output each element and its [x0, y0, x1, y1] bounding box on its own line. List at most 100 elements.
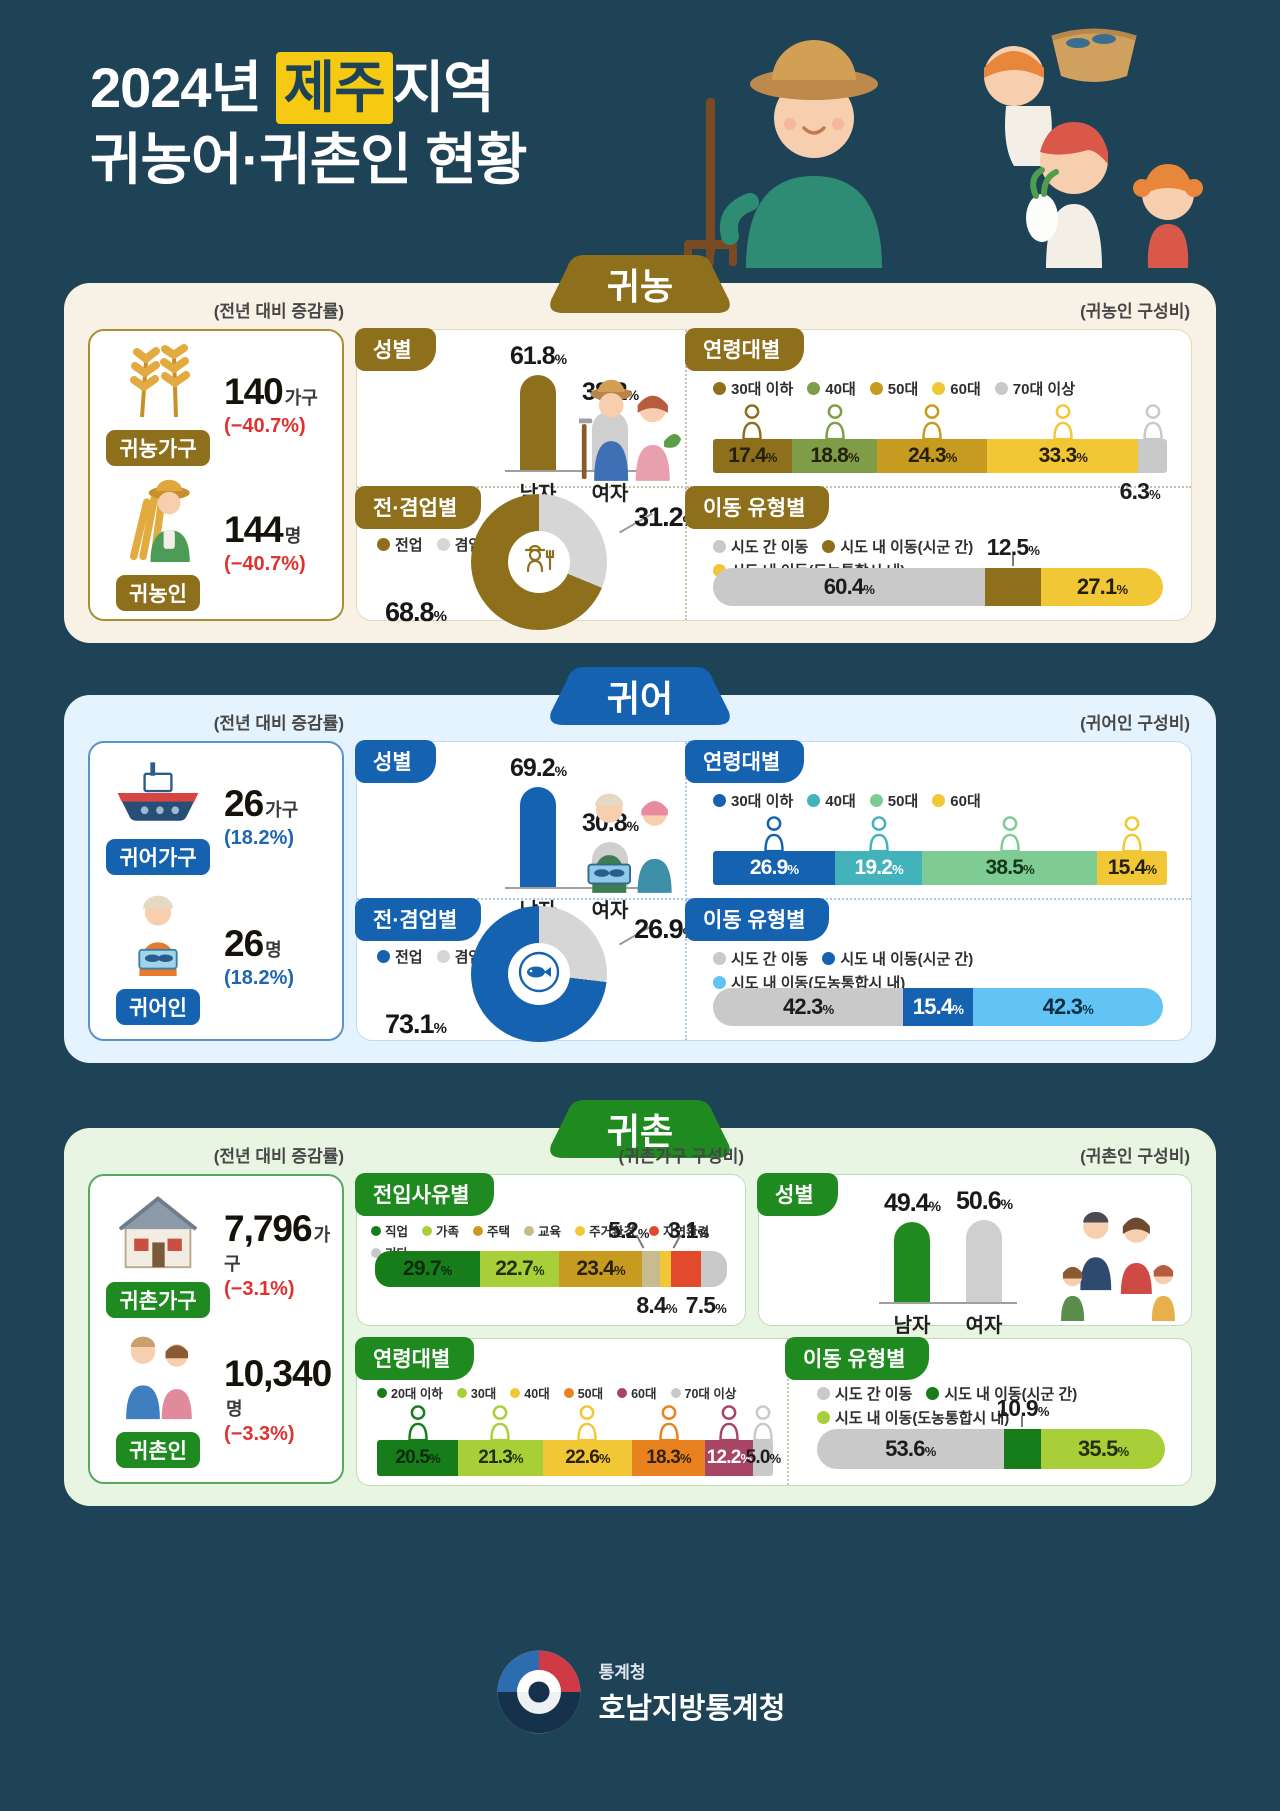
villagers-icon	[113, 1331, 203, 1426]
stat-value: 140 가구	[224, 371, 318, 412]
bar-segment: 21.3%	[458, 1440, 543, 1476]
stat-change: (−3.1%)	[224, 1277, 295, 1300]
farmer-glyph-icon	[519, 540, 559, 585]
bar-value: 49.4%	[883, 1189, 941, 1217]
chart-tab: 전·겸업별	[355, 898, 482, 941]
note-person-composition: (귀촌인 구성비)	[1080, 1147, 1190, 1166]
legend-dot	[377, 1387, 387, 1398]
bar-segment	[1138, 439, 1167, 473]
farm-family-illustration	[654, 10, 1224, 268]
legend-item: 시도 간 이동	[713, 536, 808, 557]
bar-category: 여자	[591, 483, 629, 505]
bar-segment: 12.2%	[704, 1440, 754, 1476]
legend-item: 40대	[510, 1383, 550, 1402]
section-gwichon: 귀촌 (전년 대비 증감률) (귀촌가구 구성비) (귀촌인 구성비) 귀촌가구…	[64, 1128, 1216, 1506]
stat-row-gwieo-people: 귀어인 26 명 (18.2%)	[94, 884, 338, 1029]
legend-item: 시도 내 이동(시군 간)	[822, 948, 973, 969]
bar-segment: 15.4%	[1097, 851, 1167, 885]
gwinong-age-cell: 연령대별 30대 이하 40대 50대 60대 70대 이상 17.4% 18.8% 24.…	[685, 328, 1191, 504]
legend-dot	[436, 950, 450, 963]
boat-icon	[112, 758, 204, 833]
age-legend: 20대 이하 30대 40대 50대 60대 70대 이상	[377, 1383, 773, 1402]
stat-row-gwinong-households: 귀농가구 140 가구 (−40.7%)	[94, 339, 338, 470]
stat-change: (−40.7%)	[224, 415, 306, 437]
gender-bar-chart: 49.4% 50.6% 남자 여자	[879, 1187, 1017, 1338]
bar-segment: 17.4%	[713, 439, 792, 473]
age-stacked-chart: 20.5% 21.3% 22.6% 18.3% 12.2% 5.0%	[377, 1404, 781, 1476]
stat-label-badge: 귀촌가구	[106, 1281, 210, 1318]
segment-label-above: 12.5%	[986, 534, 1040, 560]
bar-segment: 19.2%	[835, 851, 923, 885]
stat-value: 10,340명	[224, 1352, 332, 1419]
bar-category: 남자	[893, 1315, 931, 1337]
legend-item: 시도 간 이동	[713, 948, 808, 969]
move-stacked-chart: 42.3% 15.4% 42.3%	[713, 988, 1163, 1026]
stat-row-gwichon-households: 귀촌가구 7,796 가구 (−3.1%)	[94, 1187, 338, 1322]
legend-dot	[869, 794, 883, 807]
age-stacked-chart: 26.9% 19.2% 38.5% 15.4%	[713, 815, 1167, 885]
age-legend: 30대 이하 40대 50대 60대	[713, 790, 1167, 811]
note-composition: (귀어인 구성비)	[1080, 714, 1190, 733]
legend-item: 주택	[473, 1221, 510, 1240]
legend-dot	[473, 1225, 484, 1236]
bar-value: 50.6%	[955, 1187, 1013, 1215]
stat-label-badge: 귀어가구	[106, 838, 210, 875]
chart-tab: 성별	[757, 1173, 838, 1216]
job-donut-chart: 73.1% 26.9%	[385, 906, 696, 1042]
footer: 통계청 호남지방통계청	[0, 1648, 1280, 1736]
stat-label-badge: 귀어인	[116, 988, 200, 1025]
bar-segment: 38.5%	[922, 851, 1098, 885]
age-icons-row	[713, 403, 1167, 441]
gwinong-stat-box: 귀농가구 140 가구 (−40.7%) 귀농인	[88, 329, 344, 621]
job-donut-chart: 68.8% 31.2%	[385, 494, 696, 630]
wheat-icon	[118, 343, 198, 424]
chart-tab: 이동 유형별	[685, 486, 830, 529]
stat-label-badge: 귀농가구	[106, 430, 210, 466]
bar-segment: 18.8%	[791, 439, 878, 473]
bar-segment: 22.7%	[479, 1251, 560, 1287]
chart-tab: 연령대별	[355, 1337, 475, 1380]
title-prefix: 2024년	[90, 56, 276, 119]
move-stacked-chart: 60.4% 27.1% 12.5%	[713, 534, 1163, 606]
legend-dot	[926, 1387, 940, 1400]
stat-value: 7,796 가구	[224, 1207, 331, 1274]
legend-dot	[575, 1225, 586, 1236]
bar-column: 49.4%	[884, 1189, 941, 1302]
person-icon	[753, 1405, 773, 1442]
stat-change: (−40.7%)	[224, 553, 306, 575]
bar-segment: 20.5%	[377, 1440, 459, 1476]
donut-ring	[471, 494, 607, 630]
legend-dot	[436, 538, 450, 551]
segment-label-below: 6.3%	[1119, 478, 1161, 504]
bar-segment: 60.4%	[713, 568, 985, 606]
segment-label-above: 10.9%	[996, 1395, 1049, 1421]
stat-row-gwinong-people: 귀농인 144 명 (−40.7%)	[94, 470, 338, 615]
bar-segment	[670, 1251, 701, 1287]
legend-item: 70대 이상	[670, 1383, 736, 1402]
gwichon-age-cell: 연령대별 20대 이하 30대 40대 50대 60대 70대 이상 20.5% 21.3%…	[355, 1337, 789, 1485]
legend-item: 60대	[617, 1383, 657, 1402]
legend-dot	[932, 794, 946, 807]
legend-dot	[817, 1411, 830, 1424]
person-icon	[407, 1405, 428, 1442]
chart-tab: 연령대별	[685, 328, 805, 371]
legend-item: 20대 이하	[377, 1383, 443, 1402]
legend-item: 전업	[377, 534, 423, 555]
bar-column: 61.8%	[510, 342, 567, 470]
chart-tab: 이동 유형별	[685, 898, 830, 941]
bar-category: 여자	[591, 900, 629, 922]
legend-dot	[817, 1387, 830, 1400]
legend-dot	[994, 382, 1008, 395]
bar	[520, 787, 556, 887]
bar-value: 69.2%	[509, 754, 567, 782]
stat-label-badge: 귀촌인	[116, 1431, 200, 1468]
note-change-rate: (전년 대비 증감률)	[213, 302, 344, 321]
legend-dot	[422, 1225, 433, 1236]
legend-dot	[510, 1387, 521, 1398]
chart-tab: 연령대별	[685, 740, 805, 783]
reason-stacked-chart: 29.7% 22.7% 23.4% 5.2% 3.1% 8.4% 7.5%	[375, 1217, 727, 1318]
bar-segment	[984, 568, 1042, 606]
